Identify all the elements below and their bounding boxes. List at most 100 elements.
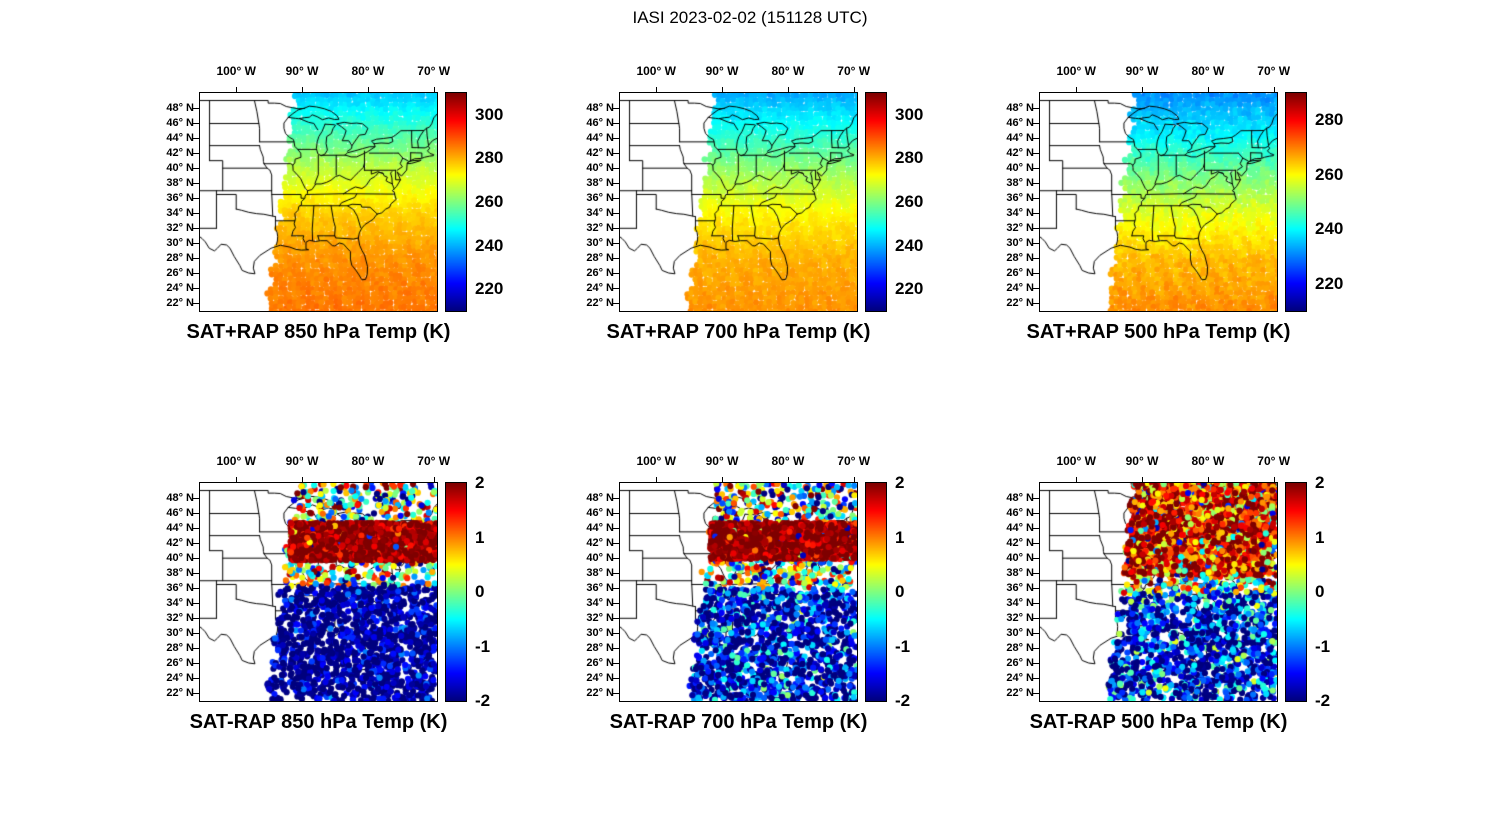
colorbar-tick-label: 280 xyxy=(1315,110,1344,130)
colorbar-gradient xyxy=(1286,483,1306,701)
lat-tick-mark xyxy=(193,648,200,650)
map-plot-canvas xyxy=(620,93,857,311)
lat-tick-label: 38° N xyxy=(1006,177,1034,190)
lat-tick-mark xyxy=(613,198,620,200)
lat-tick-label: 32° N xyxy=(586,222,614,235)
lat-tick-label: 48° N xyxy=(586,492,614,505)
lat-tick-label: 48° N xyxy=(1006,102,1034,115)
lon-tick-mark xyxy=(656,87,658,93)
colorbar xyxy=(445,92,467,312)
lat-tick-label: 44° N xyxy=(166,132,194,145)
lat-tick-label: 40° N xyxy=(1006,162,1034,175)
lon-tick-mark xyxy=(1207,87,1209,93)
lat-tick-mark xyxy=(613,603,620,605)
lat-tick-mark xyxy=(1033,153,1040,155)
map-plot-canvas xyxy=(1040,93,1277,311)
lat-tick-label: 32° N xyxy=(586,612,614,625)
lat-tick-label: 40° N xyxy=(166,552,194,565)
colorbar-gradient xyxy=(446,483,466,701)
lon-tick-mark xyxy=(1076,477,1078,483)
lat-tick-mark xyxy=(1033,288,1040,290)
lat-tick-label: 30° N xyxy=(166,237,194,250)
colorbar-tick-label: 1 xyxy=(475,527,485,547)
lat-tick-label: 36° N xyxy=(1006,582,1034,595)
lat-tick-mark xyxy=(193,258,200,260)
lat-tick-label: 26° N xyxy=(166,267,194,280)
lat-tick-label: 38° N xyxy=(586,177,614,190)
lat-tick-mark xyxy=(1033,258,1040,260)
colorbar-tick-label: -1 xyxy=(475,636,491,656)
lat-tick-label: 40° N xyxy=(586,552,614,565)
lat-tick-mark xyxy=(193,693,200,695)
lat-tick-mark xyxy=(193,513,200,515)
lat-tick-mark xyxy=(613,633,620,635)
colorbar-tick-label: 260 xyxy=(1315,164,1344,184)
plot-frame xyxy=(199,482,438,702)
lat-tick-mark xyxy=(1033,603,1040,605)
lat-tick-mark xyxy=(193,168,200,170)
plot-frame xyxy=(619,482,858,702)
lat-tick-mark xyxy=(193,228,200,230)
lat-tick-mark xyxy=(193,663,200,665)
lat-tick-label: 22° N xyxy=(1006,687,1034,700)
lon-tick-mark xyxy=(236,87,238,93)
lat-tick-mark xyxy=(193,213,200,215)
lat-tick-label: 48° N xyxy=(1006,492,1034,505)
lat-tick-label: 28° N xyxy=(1006,252,1034,265)
lon-tick-mark xyxy=(302,87,304,93)
lat-tick-mark xyxy=(1033,693,1040,695)
colorbar-tick-label: 220 xyxy=(1315,273,1344,293)
lon-tick-label: 70° W xyxy=(1257,64,1291,78)
lat-tick-mark xyxy=(613,543,620,545)
lat-tick-label: 26° N xyxy=(586,267,614,280)
lat-tick-label: 22° N xyxy=(166,687,194,700)
lat-tick-label: 26° N xyxy=(1006,657,1034,670)
map-plot-canvas xyxy=(200,483,437,701)
lat-tick-label: 30° N xyxy=(586,627,614,640)
lat-tick-mark xyxy=(1033,678,1040,680)
lat-tick-label: 46° N xyxy=(586,507,614,520)
map-plot-canvas xyxy=(1040,483,1277,701)
colorbar-tick-label: 220 xyxy=(895,279,924,299)
lat-tick-mark xyxy=(1033,558,1040,560)
lat-tick-mark xyxy=(193,603,200,605)
lat-tick-label: 42° N xyxy=(1006,537,1034,550)
lat-tick-mark xyxy=(1033,228,1040,230)
lat-tick-label: 38° N xyxy=(1006,567,1034,580)
lat-tick-mark xyxy=(613,123,620,125)
lat-tick-label: 28° N xyxy=(1006,642,1034,655)
lat-tick-mark xyxy=(613,138,620,140)
colorbar-tick-label: 2 xyxy=(1315,473,1325,492)
colorbar-tick-label: 240 xyxy=(475,235,504,255)
lat-tick-mark xyxy=(1033,543,1040,545)
colorbar xyxy=(865,482,887,702)
lon-tick-label: 70° W xyxy=(417,454,451,468)
lat-tick-label: 48° N xyxy=(586,102,614,115)
colorbar-tick-label: -2 xyxy=(475,691,491,710)
lon-tick-label: 70° W xyxy=(837,454,871,468)
lat-tick-mark xyxy=(193,243,200,245)
colorbar xyxy=(1285,92,1307,312)
lon-tick-label: 90° W xyxy=(285,454,319,468)
lat-tick-mark xyxy=(193,138,200,140)
lon-tick-mark xyxy=(367,87,369,93)
lat-tick-mark xyxy=(613,618,620,620)
lat-tick-label: 44° N xyxy=(586,522,614,535)
lat-tick-mark xyxy=(1033,663,1040,665)
lat-tick-label: 48° N xyxy=(166,102,194,115)
lat-tick-label: 34° N xyxy=(166,597,194,610)
lat-tick-mark xyxy=(1033,573,1040,575)
plot-frame xyxy=(199,92,438,312)
lat-tick-mark xyxy=(193,573,200,575)
lat-tick-mark xyxy=(1033,243,1040,245)
lat-tick-mark xyxy=(613,153,620,155)
panel-sat-minus-rap-500: 100° W 90° W 80° W 70° W 48° N 46° N 44° N 42° … xyxy=(1006,454,1330,733)
lat-tick-mark xyxy=(193,303,200,305)
lat-tick-mark xyxy=(613,498,620,500)
colorbar-tick-label: 280 xyxy=(475,148,504,168)
lat-tick-label: 44° N xyxy=(166,522,194,535)
lat-tick-mark xyxy=(1033,633,1040,635)
lat-tick-mark xyxy=(1033,183,1040,185)
colorbar-tick-label: 260 xyxy=(475,192,504,211)
lon-tick-label: 100° W xyxy=(1056,454,1096,468)
